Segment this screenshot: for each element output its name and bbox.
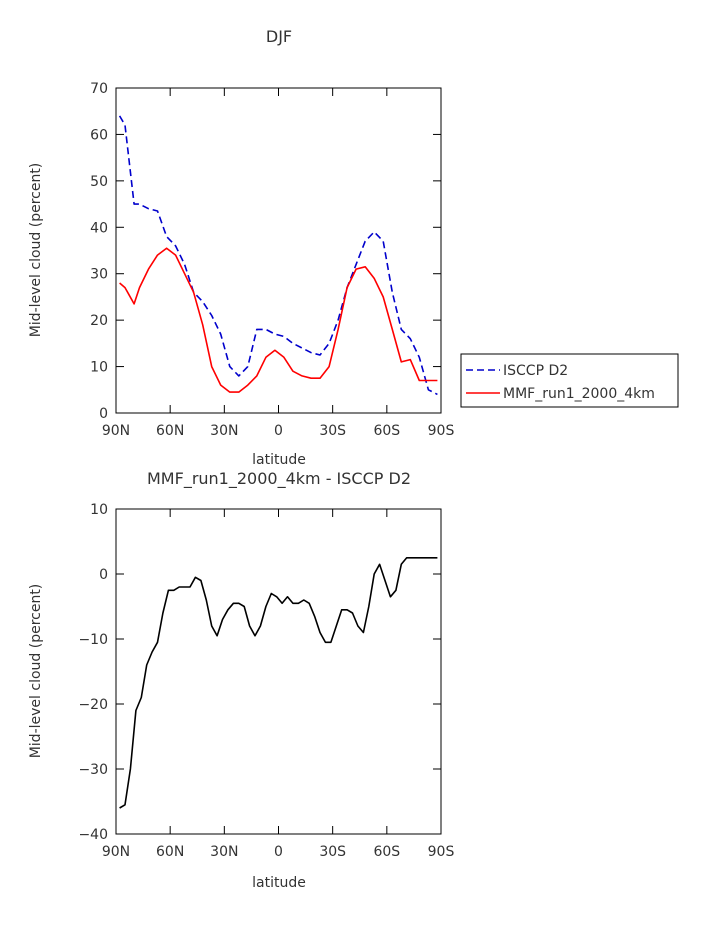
y-tick-label: 0 bbox=[99, 567, 108, 583]
legend: ISCCP D2 MMF_run1_2000_4km bbox=[460, 353, 679, 408]
y-tick-label: −10 bbox=[78, 632, 108, 648]
x-tick-labels: 90N 60N 30N 0 30S 60S 90S bbox=[102, 844, 455, 860]
x-tick-label: 60S bbox=[373, 423, 400, 439]
chart-title: MMF_run1_2000_4km - ISCCP D2 bbox=[147, 469, 411, 489]
y-tick-label: 70 bbox=[90, 81, 108, 97]
y-tick-label: 30 bbox=[90, 267, 108, 283]
x-tick-label: 60N bbox=[156, 844, 184, 860]
x-tick-label: 60N bbox=[156, 423, 184, 439]
y-tick-label: 40 bbox=[90, 220, 108, 236]
y-tick-label: 60 bbox=[90, 127, 108, 143]
y-tick-label: 10 bbox=[90, 502, 108, 518]
legend-label-mmf: MMF_run1_2000_4km bbox=[503, 386, 655, 402]
y-tick-label: 10 bbox=[90, 360, 108, 376]
x-axis-label: latitude bbox=[252, 875, 306, 891]
x-tick-label: 0 bbox=[274, 844, 283, 860]
x-tick-label: 90S bbox=[428, 844, 455, 860]
x-tick-labels: 90N 60N 30N 0 30S 60S 90S bbox=[102, 423, 455, 439]
legend-box bbox=[460, 353, 679, 408]
chart-difference: MMF_run1_2000_4km - ISCCP D2 −40 −30 −20 −1… bbox=[28, 469, 454, 891]
series-lines bbox=[118, 115, 438, 396]
x-tick-label: 60S bbox=[373, 844, 400, 860]
chart-title: DJF bbox=[266, 27, 292, 46]
x-tick-label: 30S bbox=[319, 423, 346, 439]
y-tick-label: 20 bbox=[90, 313, 108, 329]
x-tick-label: 0 bbox=[274, 423, 283, 439]
y-tick-label: −20 bbox=[78, 697, 108, 713]
y-tick-label: −40 bbox=[78, 827, 108, 843]
x-tick-label: 90S bbox=[428, 423, 455, 439]
y-tick-label: 50 bbox=[90, 174, 108, 190]
legend-label-isccp: ISCCP D2 bbox=[503, 363, 568, 379]
series-lines bbox=[119, 556, 438, 809]
series-line-difference bbox=[119, 556, 438, 809]
x-tick-label: 30N bbox=[210, 844, 238, 860]
y-tick-labels: 0 10 20 30 40 50 60 70 bbox=[90, 81, 108, 422]
y-axis-label: Mid-level cloud (percent) bbox=[28, 163, 44, 338]
y-tick-label: 0 bbox=[99, 406, 108, 422]
y-axis-label: Mid-level cloud (percent) bbox=[28, 584, 44, 759]
series-line-mmf-run1-2000-4km bbox=[119, 247, 438, 393]
y-tick-labels: −40 −30 −20 −10 0 10 bbox=[78, 502, 108, 843]
y-tick-label: −30 bbox=[78, 762, 108, 778]
tick-marks bbox=[115, 508, 442, 835]
tick-marks bbox=[115, 87, 442, 414]
plot-frame bbox=[115, 508, 442, 835]
x-axis-label: latitude bbox=[252, 452, 306, 468]
x-tick-label: 30S bbox=[319, 844, 346, 860]
x-tick-label: 90N bbox=[102, 423, 130, 439]
x-tick-label: 30N bbox=[210, 423, 238, 439]
x-tick-label: 90N bbox=[102, 844, 130, 860]
